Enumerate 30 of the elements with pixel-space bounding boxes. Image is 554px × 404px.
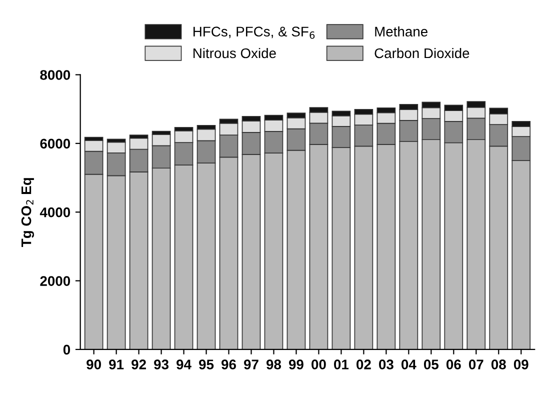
x-tick-label: 04 bbox=[401, 360, 416, 370]
x-tick-label: 08 bbox=[491, 360, 506, 370]
x-tick-label: 05 bbox=[424, 360, 438, 370]
x-tick-label: 02 bbox=[356, 360, 371, 370]
y-tick-label: 0 bbox=[63, 344, 70, 355]
legend-label: Carbon Dioxide bbox=[374, 48, 470, 58]
x-tick-label: 94 bbox=[176, 360, 192, 370]
x-tick-label: 96 bbox=[222, 360, 236, 370]
x-tick-label: 93 bbox=[154, 360, 169, 370]
legend-label: HFCs, PFCs, & SF$_{6}$ bbox=[194, 26, 315, 39]
x-tick-label: 03 bbox=[379, 360, 394, 370]
y-tick-label: 8000 bbox=[40, 70, 70, 80]
y-tick-label: 2000 bbox=[40, 276, 70, 286]
y-axis-title: Tg CO$_{2}$ Eq bbox=[21, 178, 34, 247]
x-tick-label: 95 bbox=[199, 360, 214, 370]
x-tick-label: 01 bbox=[334, 360, 349, 370]
x-tick-label: 09 bbox=[514, 360, 528, 370]
x-tick-label: 00 bbox=[312, 360, 326, 370]
legend-label: Nitrous Oxide bbox=[194, 48, 276, 58]
x-tick-label: 91 bbox=[109, 360, 124, 370]
y-tick-label: 4000 bbox=[40, 207, 70, 218]
x-tick-label: 92 bbox=[132, 360, 146, 370]
y-tick-label: 6000 bbox=[40, 138, 70, 149]
x-tick-label: 06 bbox=[446, 360, 461, 370]
x-tick-label: 07 bbox=[468, 360, 484, 370]
x-tick-label: 90 bbox=[86, 360, 101, 370]
x-tick-label: 97 bbox=[244, 360, 258, 370]
x-tick-label: 99 bbox=[288, 360, 304, 370]
x-tick-label: 98 bbox=[266, 360, 282, 370]
legend-label: Methane bbox=[375, 26, 428, 37]
